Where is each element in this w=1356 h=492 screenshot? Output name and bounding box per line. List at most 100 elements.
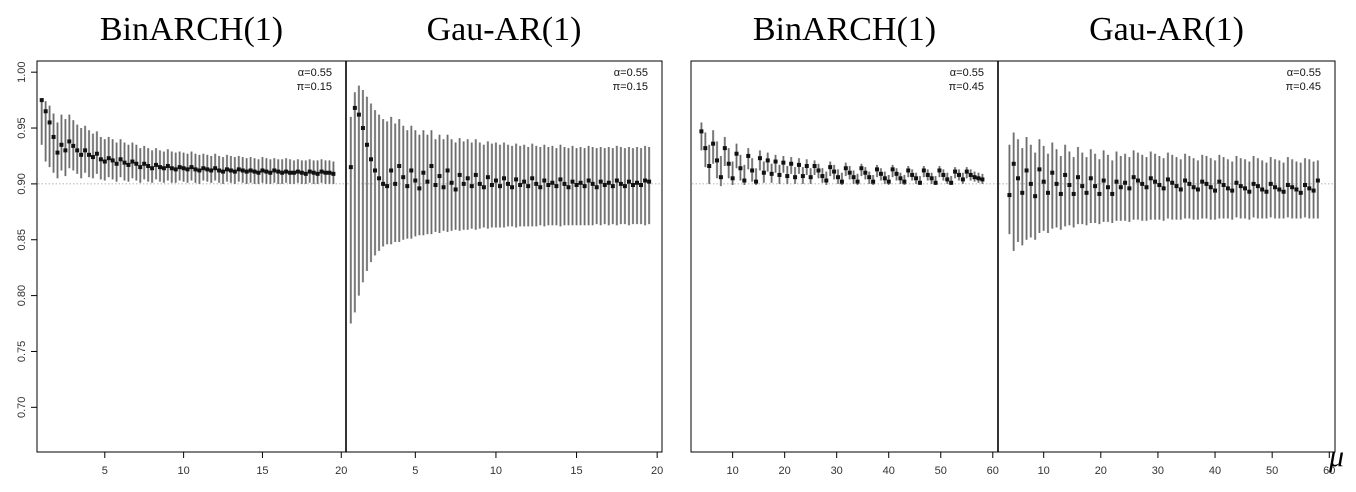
data-point — [746, 153, 751, 158]
data-point — [1024, 168, 1029, 173]
data-point — [1067, 183, 1072, 188]
data-point — [1105, 185, 1110, 190]
data-point — [102, 159, 107, 164]
x-tick-label: 20 — [335, 465, 347, 477]
data-point — [1225, 186, 1230, 191]
data-point — [364, 142, 369, 147]
data-point — [55, 150, 60, 155]
data-point — [812, 164, 817, 169]
data-point — [150, 166, 155, 171]
data-point — [1093, 184, 1098, 189]
data-point — [730, 176, 735, 181]
data-point — [506, 181, 511, 186]
data-point — [397, 164, 402, 169]
x-tick-label: 10 — [177, 465, 189, 477]
data-point — [530, 176, 535, 181]
data-point — [722, 146, 727, 151]
data-point — [421, 170, 426, 175]
data-point — [925, 172, 930, 177]
data-point — [953, 169, 958, 174]
data-point — [295, 169, 300, 174]
data-point — [1114, 179, 1119, 184]
data-point — [307, 169, 312, 174]
data-point — [715, 158, 720, 163]
data-point — [348, 165, 353, 170]
data-point — [433, 183, 438, 188]
data-point — [193, 167, 198, 172]
data-point — [197, 168, 202, 173]
panel-annotation: α=0.55 — [950, 67, 984, 79]
data-point — [1033, 194, 1038, 199]
chart-root: 0.70 0.75 0.80 0.85 0.90 0.95 1.00 BinARCH(1) α=… — [16, 11, 1336, 477]
data-point — [485, 175, 490, 180]
data-point — [968, 172, 973, 177]
x-tick-label: 50 — [1266, 465, 1278, 477]
data-point — [522, 179, 527, 184]
data-point — [409, 168, 414, 173]
data-point — [134, 161, 139, 166]
data-point — [276, 169, 281, 174]
data-point — [1157, 183, 1162, 188]
data-point — [941, 172, 946, 177]
data-point — [960, 177, 965, 182]
x-tick-label: 10 — [727, 465, 739, 477]
data-point — [1264, 189, 1269, 194]
data-point — [558, 177, 563, 182]
data-point — [185, 167, 190, 172]
data-point — [1045, 190, 1050, 195]
data-point — [859, 166, 864, 171]
data-point — [566, 185, 571, 190]
data-point — [804, 164, 809, 169]
x-tick-label: 5 — [412, 465, 418, 477]
data-point — [929, 176, 934, 181]
data-point — [1285, 183, 1290, 188]
x-tick-label: 15 — [570, 465, 582, 477]
data-point — [228, 168, 233, 173]
data-point — [477, 181, 482, 186]
data-point — [425, 179, 430, 184]
data-point — [360, 126, 365, 131]
data-point — [90, 155, 95, 160]
data-point — [1071, 191, 1076, 196]
data-point — [1307, 186, 1312, 191]
data-point — [130, 159, 135, 164]
data-point — [1028, 181, 1033, 186]
data-point — [473, 172, 478, 177]
y-tick-label: 0.90 — [16, 173, 28, 194]
panel-1-2: Gau-AR(1) α=0.55 π=0.15 5 10 15 20 — [345, 11, 663, 477]
data-point — [843, 166, 848, 171]
data-point — [272, 168, 277, 173]
data-point — [800, 174, 805, 179]
panel-2-2: Gau-AR(1) α=0.55 π=0.45 10 20 30 40 50 60 — [997, 11, 1335, 477]
data-point — [1187, 181, 1192, 186]
data-point — [894, 171, 899, 176]
data-point — [622, 184, 627, 189]
data-point — [39, 98, 44, 103]
data-point — [542, 178, 547, 183]
data-point — [453, 187, 458, 192]
data-point — [224, 167, 229, 172]
data-point — [1251, 181, 1256, 186]
data-point — [213, 166, 218, 171]
data-point — [1131, 175, 1136, 180]
data-point — [871, 179, 876, 184]
data-point — [761, 170, 766, 175]
data-point — [757, 156, 762, 161]
data-point — [1174, 184, 1179, 189]
panel-2-1: BinARCH(1) α=0.55 π=0.45 10 20 30 40 50 60 — [692, 11, 999, 477]
data-point — [1200, 179, 1205, 184]
x-tick-label: 60 — [1323, 465, 1335, 477]
data-point — [268, 170, 273, 175]
data-point — [808, 175, 813, 180]
data-point — [209, 168, 214, 173]
data-point — [1041, 179, 1046, 184]
data-point — [417, 186, 422, 191]
data-point — [284, 169, 289, 174]
data-point — [1315, 178, 1320, 183]
data-point — [718, 175, 723, 180]
data-point — [83, 148, 88, 153]
data-point — [1037, 167, 1042, 172]
data-point — [236, 167, 241, 172]
data-point — [933, 180, 938, 185]
